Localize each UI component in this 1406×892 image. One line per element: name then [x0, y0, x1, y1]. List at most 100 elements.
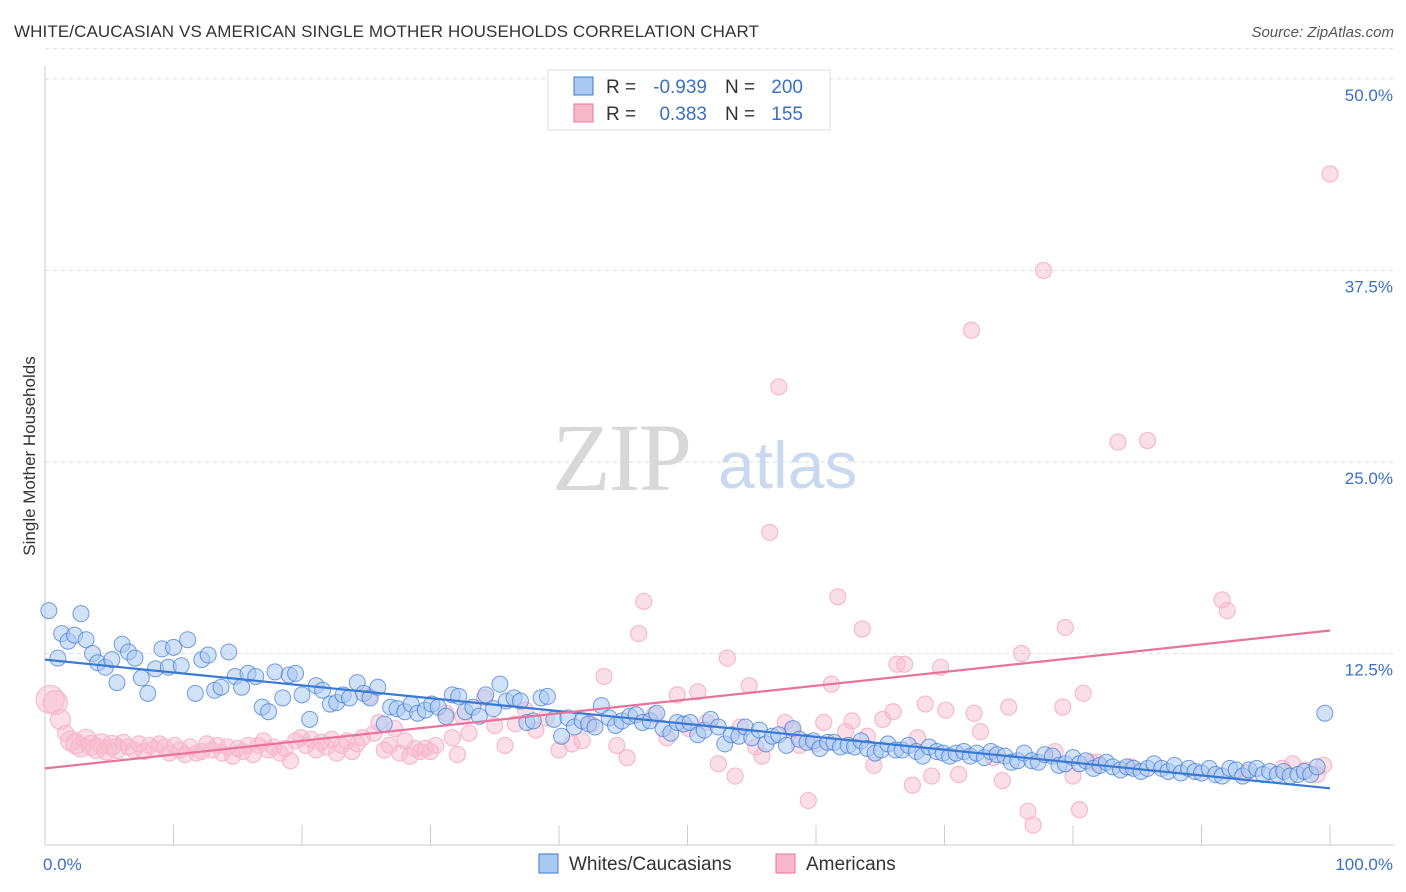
data-point-whites	[132, 669, 150, 687]
data-point-whites	[437, 707, 455, 725]
data-point-americans	[950, 765, 968, 784]
data-point-whites	[49, 649, 67, 667]
data-point-americans	[1138, 431, 1157, 450]
legend-r-label: R =	[606, 77, 636, 98]
legend-swatch-whites	[538, 853, 559, 874]
data-point-whites	[1316, 704, 1334, 722]
data-point-whites	[274, 689, 292, 707]
data-point-whites	[369, 678, 387, 696]
data-point-americans	[595, 667, 613, 686]
data-point-americans	[799, 791, 817, 810]
legend-n-value: 200	[771, 77, 803, 98]
data-point-whites	[220, 643, 238, 661]
stats-legend: R = -0.939 N = 200 R = 0.383 N = 155	[547, 69, 831, 131]
data-point-americans	[668, 686, 686, 704]
data-point-americans	[1218, 602, 1236, 620]
y-tick-label: 50.0%	[1345, 86, 1393, 105]
data-point-americans	[573, 732, 591, 750]
data-point-americans	[443, 729, 461, 747]
data-point-americans	[1321, 165, 1339, 183]
data-point-americans	[829, 588, 847, 606]
data-point-whites	[172, 657, 190, 675]
data-point-americans	[923, 767, 941, 785]
legend-swatch-americans	[775, 853, 796, 874]
data-point-whites	[301, 710, 319, 728]
y-tick-label: 12.5%	[1345, 661, 1393, 680]
data-point-whites	[139, 684, 157, 702]
watermark-zip: ZIP	[552, 404, 690, 511]
data-point-americans	[903, 776, 921, 794]
data-point-americans	[709, 755, 727, 773]
data-point-americans	[896, 655, 914, 673]
data-point-whites	[491, 675, 509, 693]
data-point-americans	[635, 592, 653, 611]
data-point-whites	[186, 684, 204, 702]
data-point-americans	[1109, 433, 1127, 451]
data-point-americans	[770, 378, 788, 396]
data-point-americans	[916, 695, 934, 713]
watermark: ZIP atlas	[552, 404, 857, 511]
legend-n-label: N =	[725, 104, 755, 125]
data-point-americans	[630, 624, 648, 643]
trend-line-whites	[44, 658, 1331, 790]
data-point-americans	[416, 739, 434, 758]
legend-swatch-blue	[573, 76, 594, 96]
chart-title: WHITE/CAUCASIAN VS AMERICAN SINGLE MOTHE…	[14, 22, 760, 41]
data-point-whites	[511, 692, 529, 710]
grid-lines	[45, 48, 1394, 654]
data-point-americans	[608, 736, 626, 755]
data-point-americans	[971, 723, 990, 741]
data-point-americans	[1012, 644, 1031, 663]
data-point-americans	[843, 712, 861, 730]
data-point-americans	[281, 752, 300, 770]
y-axis-label: Single Mother Households	[20, 356, 39, 555]
data-point-whites	[287, 664, 305, 682]
data-point-americans	[937, 701, 955, 719]
data-point-americans	[1024, 816, 1042, 834]
data-point-americans	[1056, 618, 1074, 637]
data-point-whites	[179, 631, 197, 649]
data-point-whites	[103, 651, 121, 669]
data-point-whites	[553, 727, 571, 745]
series-legend: Whites/Caucasians Americans	[538, 853, 896, 875]
data-point-americans	[42, 689, 68, 716]
data-point-whites	[40, 602, 58, 620]
data-point-americans	[1070, 801, 1089, 819]
y-tick-label: 25.0%	[1345, 469, 1393, 488]
data-point-whites	[293, 686, 311, 704]
data-point-americans	[726, 767, 744, 785]
axes	[44, 66, 1394, 846]
data-point-whites	[77, 631, 95, 649]
y-tick-label: 37.5%	[1345, 278, 1393, 297]
data-point-whites	[260, 703, 278, 721]
data-point-americans	[618, 749, 636, 767]
data-point-americans	[761, 523, 779, 542]
data-point-americans	[1074, 684, 1092, 702]
legend-n-value: 155	[771, 104, 803, 125]
data-point-americans	[49, 708, 72, 730]
data-point-americans	[853, 620, 871, 638]
stats-legend-box	[547, 69, 831, 131]
data-point-americans	[427, 736, 445, 755]
trend-line-americans	[44, 629, 1331, 770]
legend-r-label: R =	[606, 104, 636, 125]
x-tick-label: 100.0%	[1335, 855, 1393, 874]
data-point-whites	[375, 715, 393, 733]
data-point-americans	[496, 736, 514, 755]
data-point-americans	[119, 738, 138, 756]
data-point-whites	[199, 646, 217, 664]
data-point-americans	[965, 704, 983, 722]
data-point-whites	[266, 663, 284, 681]
watermark-atlas: atlas	[718, 428, 857, 502]
data-point-whites	[108, 674, 126, 692]
data-point-whites	[212, 678, 230, 696]
data-point-americans	[993, 772, 1011, 790]
data-point-whites	[538, 687, 556, 705]
data-point-americans	[460, 724, 478, 742]
source-label: Source: ZipAtlas.com	[1251, 24, 1394, 41]
data-point-whites	[72, 605, 90, 623]
data-point-americans	[962, 321, 981, 339]
data-point-americans	[815, 713, 833, 732]
data-point-americans	[448, 746, 467, 764]
